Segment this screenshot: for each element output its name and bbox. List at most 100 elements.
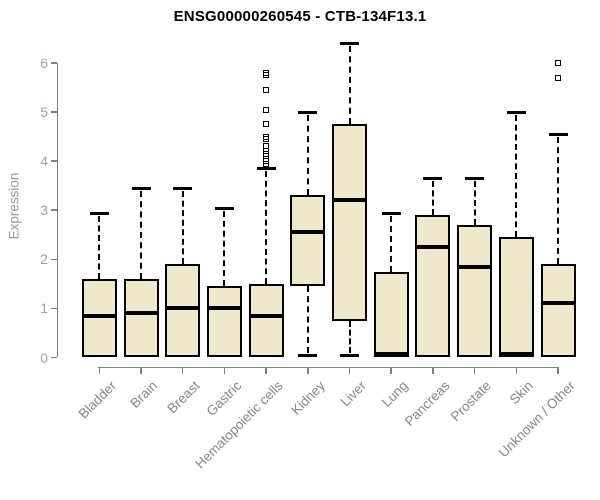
y-tick-label: 4 xyxy=(40,153,48,170)
box-rect xyxy=(332,124,367,321)
upper-whisker-line xyxy=(265,171,268,284)
upper-whisker-line xyxy=(140,191,142,279)
box-rect xyxy=(373,271,409,358)
upper-whisker-cap xyxy=(89,211,109,215)
x-tick-label: Lung xyxy=(378,378,411,410)
lower-whisker-line xyxy=(348,320,351,354)
lower-whisker-cap xyxy=(298,354,318,358)
upper-whisker-cap xyxy=(423,177,443,181)
x-tick-label: Gastric xyxy=(203,378,245,419)
upper-whisker-cap xyxy=(298,111,318,114)
y-tick-label: 3 xyxy=(40,202,48,219)
lower-whisker-line xyxy=(306,286,309,354)
x-tick-label: Unknown / Other xyxy=(495,378,578,461)
x-tick-mark xyxy=(265,368,267,374)
upper-whisker-line xyxy=(557,137,559,265)
box-rect xyxy=(540,264,576,358)
x-tick-mark xyxy=(515,368,518,374)
upper-whisker-line xyxy=(515,115,518,238)
y-tick-mark xyxy=(51,62,57,64)
upper-whisker-cap xyxy=(340,42,359,46)
outlier-point xyxy=(263,69,270,76)
upper-whisker-cap xyxy=(173,187,193,191)
outlier-point xyxy=(263,133,270,140)
x-tick-mark xyxy=(348,368,351,374)
y-tick-mark xyxy=(51,160,57,162)
x-tick-label: Kidney xyxy=(287,378,328,418)
x-tick-label: Liver xyxy=(337,378,370,410)
y-tick-mark xyxy=(51,111,57,113)
upper-whisker-cap xyxy=(465,177,485,181)
upper-whisker-line xyxy=(473,181,476,225)
outlier-point xyxy=(555,74,561,81)
x-tick-mark xyxy=(223,368,226,374)
upper-whisker-line xyxy=(390,215,393,272)
upper-whisker-line xyxy=(348,46,351,125)
x-tick-mark xyxy=(307,368,309,374)
median-line xyxy=(459,264,491,269)
outlier-point xyxy=(263,86,270,93)
median-line xyxy=(125,311,157,316)
box-rect xyxy=(123,278,159,358)
upper-whisker-line xyxy=(306,115,309,196)
x-tick-label: Breast xyxy=(164,378,203,417)
median-line xyxy=(167,306,199,311)
box-rect xyxy=(206,286,242,358)
y-tick-label: 5 xyxy=(40,104,48,120)
median-line xyxy=(542,301,574,306)
outlier-point xyxy=(263,143,270,150)
x-tick-mark xyxy=(432,368,434,374)
median-line xyxy=(334,198,365,203)
upper-whisker-cap xyxy=(214,206,234,210)
y-tick-mark xyxy=(51,209,57,211)
box-rect xyxy=(81,278,117,358)
median-line xyxy=(417,245,449,250)
y-tick-mark xyxy=(51,307,57,310)
lower-whisker-cap xyxy=(340,354,359,358)
x-tick-label: Pancreas xyxy=(401,378,453,429)
y-axis-line xyxy=(57,62,58,358)
box-rect xyxy=(165,264,201,358)
median-line xyxy=(292,230,324,235)
median-line xyxy=(83,313,115,318)
upper-whisker-line xyxy=(98,215,101,279)
chart-title: ENSG00000260545 - CTB-134F13.1 xyxy=(173,8,427,25)
y-tick-mark xyxy=(51,258,57,261)
x-tick-label: Bladder xyxy=(75,378,119,422)
x-tick-mark xyxy=(390,368,392,374)
x-tick-mark xyxy=(557,368,559,374)
y-tick-label: 0 xyxy=(40,349,48,366)
upper-whisker-line xyxy=(223,210,226,287)
outlier-point xyxy=(555,59,561,66)
box-rect xyxy=(248,283,284,358)
median-line xyxy=(500,351,532,356)
median-line xyxy=(375,351,407,356)
box-rect xyxy=(498,237,534,358)
median-line xyxy=(208,306,240,311)
x-tick-mark xyxy=(473,368,476,374)
outlier-point xyxy=(263,121,270,128)
outlier-point xyxy=(263,106,270,113)
upper-whisker-cap xyxy=(131,187,151,191)
y-tick-label: 6 xyxy=(40,54,48,71)
upper-whisker-cap xyxy=(381,211,401,215)
upper-whisker-cap xyxy=(506,111,526,114)
median-line xyxy=(250,313,282,318)
y-tick-mark xyxy=(51,356,57,359)
x-axis-line xyxy=(98,367,559,368)
y-tick-label: 1 xyxy=(40,300,48,317)
box-rect xyxy=(290,195,326,287)
x-tick-mark xyxy=(181,368,184,374)
y-tick-label: 2 xyxy=(40,251,48,268)
x-tick-label: Skin xyxy=(506,378,536,408)
upper-whisker-cap xyxy=(548,133,568,137)
x-tick-label: Prostate xyxy=(448,378,495,425)
upper-whisker-line xyxy=(181,191,184,265)
x-tick-mark xyxy=(140,368,142,374)
box-rect xyxy=(415,215,451,358)
box-rect xyxy=(457,224,493,358)
upper-whisker-line xyxy=(431,181,434,216)
x-tick-mark xyxy=(98,368,101,374)
